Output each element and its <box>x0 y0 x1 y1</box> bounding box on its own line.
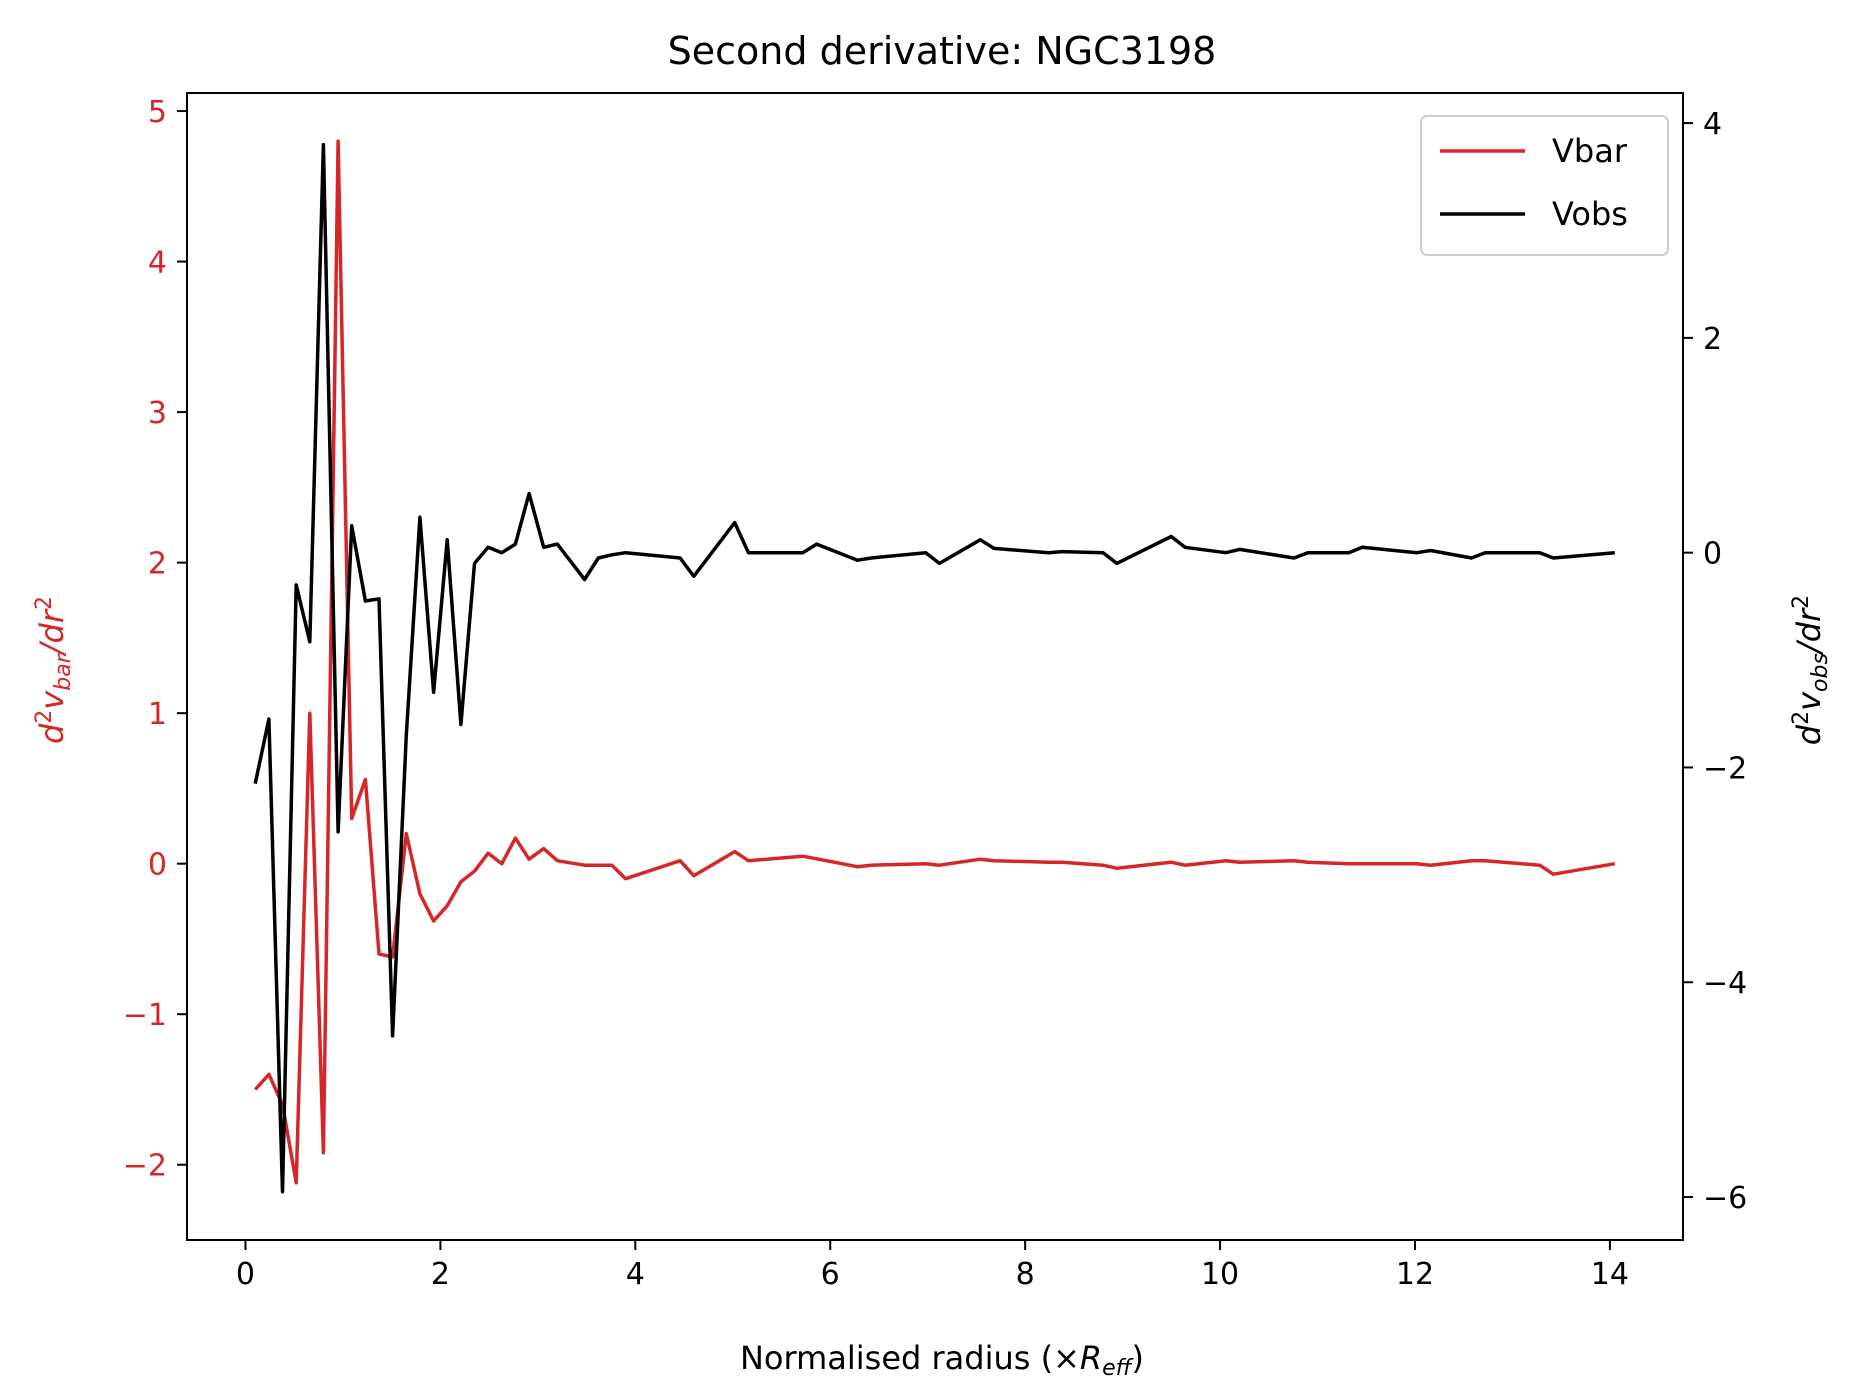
y-left-tick-label: −1 <box>123 998 167 1033</box>
y-right-tick-label: 2 <box>1703 322 1722 357</box>
y-left-tick-label: 4 <box>148 246 167 281</box>
y-left-tick-label: 1 <box>148 697 167 732</box>
plot-frame <box>186 92 1684 1241</box>
x-tick-label: 4 <box>626 1257 645 1292</box>
chart-title: Second derivative: NGC3198 <box>668 29 1217 73</box>
y-left-tick-label: 0 <box>148 848 167 883</box>
x-axis-label: Normalised radius (×Reff) <box>740 1339 1144 1381</box>
y-right-tick-label: 4 <box>1703 107 1722 142</box>
y-left-tick-label: 2 <box>148 547 167 582</box>
y-left-tick-label: 5 <box>148 95 167 130</box>
x-tick-label: 14 <box>1591 1257 1629 1292</box>
x-tick-label: 6 <box>821 1257 840 1292</box>
x-tick-label: 0 <box>236 1257 255 1292</box>
x-tick-label: 10 <box>1201 1257 1239 1292</box>
y-axis-label-right: d2vobs/dr2 <box>1789 595 1833 745</box>
y-left-tick-label: −2 <box>123 1149 167 1184</box>
series-line-vbar <box>253 139 1616 1185</box>
y-right-tick-label: −2 <box>1703 751 1747 786</box>
legend-label-vobs: Vobs <box>1552 195 1628 233</box>
y-right-tick-label: −6 <box>1703 1181 1747 1216</box>
series-layer <box>253 139 1616 1194</box>
legend-label-vbar: Vbar <box>1552 132 1628 170</box>
legend-box <box>1420 115 1669 256</box>
x-tick-label: 12 <box>1396 1257 1434 1292</box>
y-right-tick-label: 0 <box>1703 537 1722 572</box>
series-line-vobs <box>253 142 1615 1194</box>
x-tick-label: 8 <box>1016 1257 1035 1292</box>
legend: Vbar Vobs <box>1420 115 1669 256</box>
y-right-tick-label: −4 <box>1703 966 1747 1001</box>
y-left-tick-label: 3 <box>148 396 167 431</box>
y-axis-label-left: d2vbar/dr2 <box>32 596 76 744</box>
x-tick-label: 2 <box>431 1257 450 1292</box>
